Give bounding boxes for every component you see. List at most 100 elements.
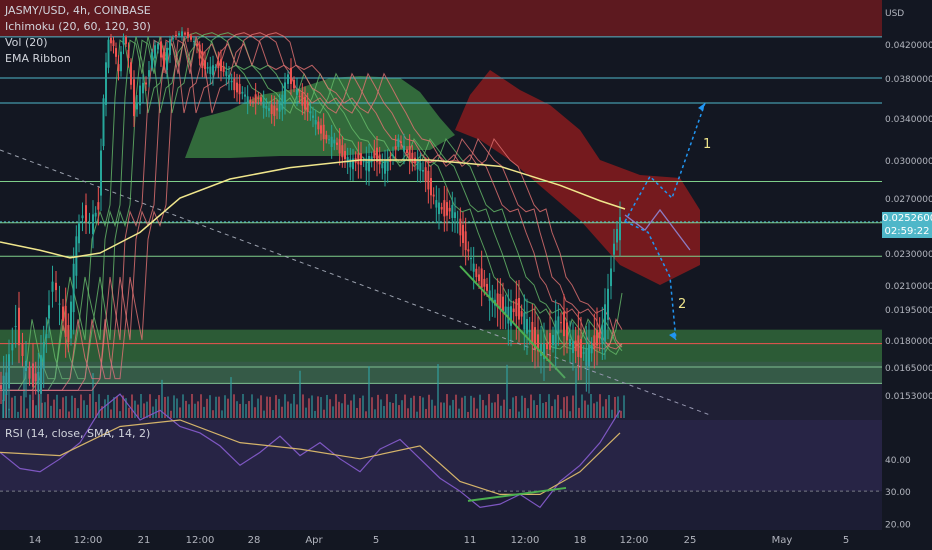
volume-bar bbox=[380, 399, 382, 418]
volume-bar bbox=[344, 394, 346, 418]
candle-body bbox=[70, 301, 72, 339]
volume-bar bbox=[353, 394, 355, 418]
volume-bar bbox=[356, 407, 358, 418]
volume-bar bbox=[557, 394, 559, 418]
volume-bar bbox=[128, 407, 130, 418]
time-tick-label: 5 bbox=[373, 535, 379, 546]
time-tick-label: 12:00 bbox=[620, 535, 649, 546]
volume-bar bbox=[92, 373, 94, 418]
candle-body bbox=[163, 51, 165, 67]
volume-bar bbox=[188, 404, 190, 418]
volume-bar bbox=[278, 398, 280, 418]
volume-bar bbox=[239, 403, 241, 418]
volume-bar bbox=[461, 397, 463, 418]
candle-body bbox=[204, 60, 206, 70]
volume-bar bbox=[410, 397, 412, 418]
volume-bar bbox=[98, 394, 100, 418]
symbol-label[interactable]: JASMY/USD, 4h, COINBASE bbox=[5, 4, 151, 17]
volume-bar bbox=[83, 400, 85, 418]
volume-bar bbox=[548, 394, 550, 418]
last-price-value: 0.02526000 bbox=[882, 213, 932, 224]
rsi-tick-label: 40.00 bbox=[885, 456, 911, 466]
ichimoku-label[interactable]: Ichimoku (20, 60, 120, 30) bbox=[5, 20, 151, 33]
candle-body bbox=[504, 306, 507, 314]
time-tick-label: May bbox=[772, 535, 793, 546]
ema-ribbon-label[interactable]: EMA Ribbon bbox=[5, 52, 71, 65]
candle-body bbox=[616, 228, 618, 243]
volume-bar bbox=[41, 402, 43, 418]
volume-bar bbox=[71, 395, 73, 418]
candle-body bbox=[496, 293, 499, 308]
candle-body bbox=[577, 335, 580, 357]
volume-bar bbox=[338, 401, 340, 418]
volume-bar bbox=[323, 409, 325, 418]
candle-body bbox=[531, 321, 534, 345]
projection-path-1 bbox=[624, 102, 706, 222]
candle-body bbox=[430, 178, 432, 196]
candle-body bbox=[540, 343, 542, 357]
candle-body bbox=[304, 96, 306, 110]
candle-body bbox=[520, 311, 523, 317]
candle-body bbox=[518, 297, 520, 320]
main-price-pane: 12 bbox=[0, 0, 882, 418]
volume-bar bbox=[449, 405, 451, 418]
candle-body bbox=[298, 95, 301, 97]
candle-body bbox=[222, 66, 225, 72]
volume-bar bbox=[80, 394, 82, 418]
candle-body bbox=[190, 35, 192, 40]
candle-body bbox=[349, 158, 352, 168]
candle-body bbox=[5, 372, 8, 396]
candle-body bbox=[528, 330, 531, 333]
candle-body bbox=[588, 344, 590, 367]
candle-body bbox=[386, 158, 389, 171]
volume-bar bbox=[86, 404, 88, 418]
volume-bar bbox=[539, 394, 541, 418]
volume-bar bbox=[164, 396, 166, 418]
candle-body bbox=[184, 32, 186, 35]
candle-body bbox=[145, 82, 147, 85]
candle-body bbox=[212, 65, 214, 76]
volume-bar bbox=[566, 396, 568, 418]
volume-bar bbox=[575, 368, 577, 418]
candle-body bbox=[309, 111, 312, 114]
volume-label[interactable]: Vol (20) bbox=[5, 36, 48, 49]
candle-body bbox=[552, 334, 554, 346]
ichimoku-cloud-bullish bbox=[185, 76, 455, 158]
volume-bar bbox=[437, 364, 439, 418]
candle-body bbox=[590, 345, 593, 354]
candle-body bbox=[78, 223, 80, 244]
candle-body bbox=[376, 147, 378, 163]
candle-body bbox=[443, 200, 446, 217]
projection-arrow-1 bbox=[698, 103, 705, 111]
support-zone bbox=[0, 329, 882, 384]
rsi-divergence-line bbox=[467, 486, 567, 502]
candle-body bbox=[37, 371, 40, 393]
volume-bar bbox=[263, 410, 265, 418]
volume-bar bbox=[215, 396, 217, 418]
candle-body bbox=[566, 322, 568, 341]
time-tick-label: 25 bbox=[684, 535, 697, 546]
candle-body bbox=[175, 34, 177, 36]
candle-body bbox=[209, 66, 212, 75]
volume-bar bbox=[614, 396, 616, 418]
price-axis-bg bbox=[882, 0, 932, 550]
candle-body bbox=[196, 43, 198, 47]
candle-body bbox=[306, 101, 309, 113]
candle-body bbox=[187, 32, 189, 38]
candle-body bbox=[574, 340, 577, 352]
candle-body bbox=[480, 268, 483, 288]
volume-bar bbox=[347, 404, 349, 418]
rsi-ma-line bbox=[0, 419, 621, 496]
candle-body bbox=[112, 40, 115, 47]
rsi-legend[interactable]: RSI (14, close, SMA, 14, 2) bbox=[5, 427, 151, 440]
volume-bar bbox=[572, 395, 574, 418]
time-tick-label: 5 bbox=[843, 535, 849, 546]
candle-body bbox=[178, 33, 180, 36]
candle-body bbox=[157, 43, 159, 50]
volume-bar bbox=[452, 399, 454, 418]
volume-bar bbox=[203, 406, 205, 418]
volume-bar bbox=[404, 394, 406, 418]
candle-body bbox=[472, 263, 475, 272]
volume-bar bbox=[149, 394, 151, 418]
